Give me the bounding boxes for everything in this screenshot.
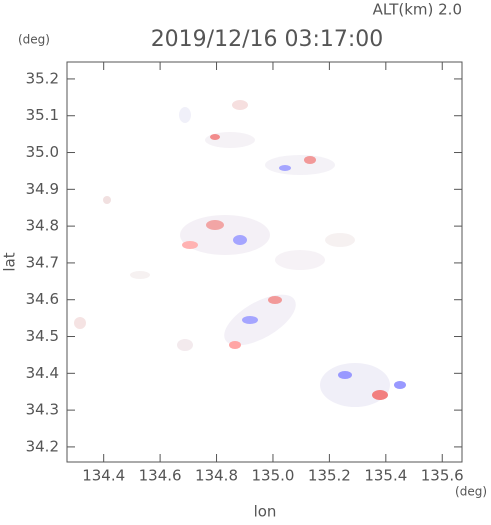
x-unit: (deg) [455, 485, 487, 499]
y-tick-label: 34.2 [26, 437, 59, 455]
x-tick-label: 135.0 [251, 467, 294, 485]
y-tick-label: 34.8 [26, 217, 59, 235]
x-tick-label: 134.8 [195, 467, 238, 485]
y-axis-label: lat [1, 252, 19, 271]
x-tick-label: 135.6 [421, 467, 464, 485]
y-tick-label: 34.4 [26, 364, 59, 382]
y-tick-label: 34.3 [26, 401, 59, 419]
plot-frame [66, 61, 463, 463]
y-unit: (deg) [18, 33, 50, 47]
chart-title: 2019/12/16 03:17:00 [151, 27, 384, 52]
x-tick-label: 134.6 [139, 467, 182, 485]
echo-field [74, 100, 406, 407]
y-tick-label: 35.0 [26, 143, 59, 161]
y-tick-label: 35.2 [26, 69, 59, 87]
y-tick-label: 34.6 [26, 290, 59, 308]
x-axis-label: lon [254, 503, 277, 521]
x-tick-label: 135.2 [308, 467, 351, 485]
x-tick-label: 135.4 [364, 467, 407, 485]
y-tick-label: 34.9 [26, 180, 59, 198]
y-tick-label: 35.1 [26, 106, 59, 124]
y-tick-label: 34.7 [26, 253, 59, 271]
x-tick-label: 134.4 [82, 467, 125, 485]
y-tick-label: 34.5 [26, 327, 59, 345]
subtitle: ALT(km) 2.0 [373, 1, 462, 19]
